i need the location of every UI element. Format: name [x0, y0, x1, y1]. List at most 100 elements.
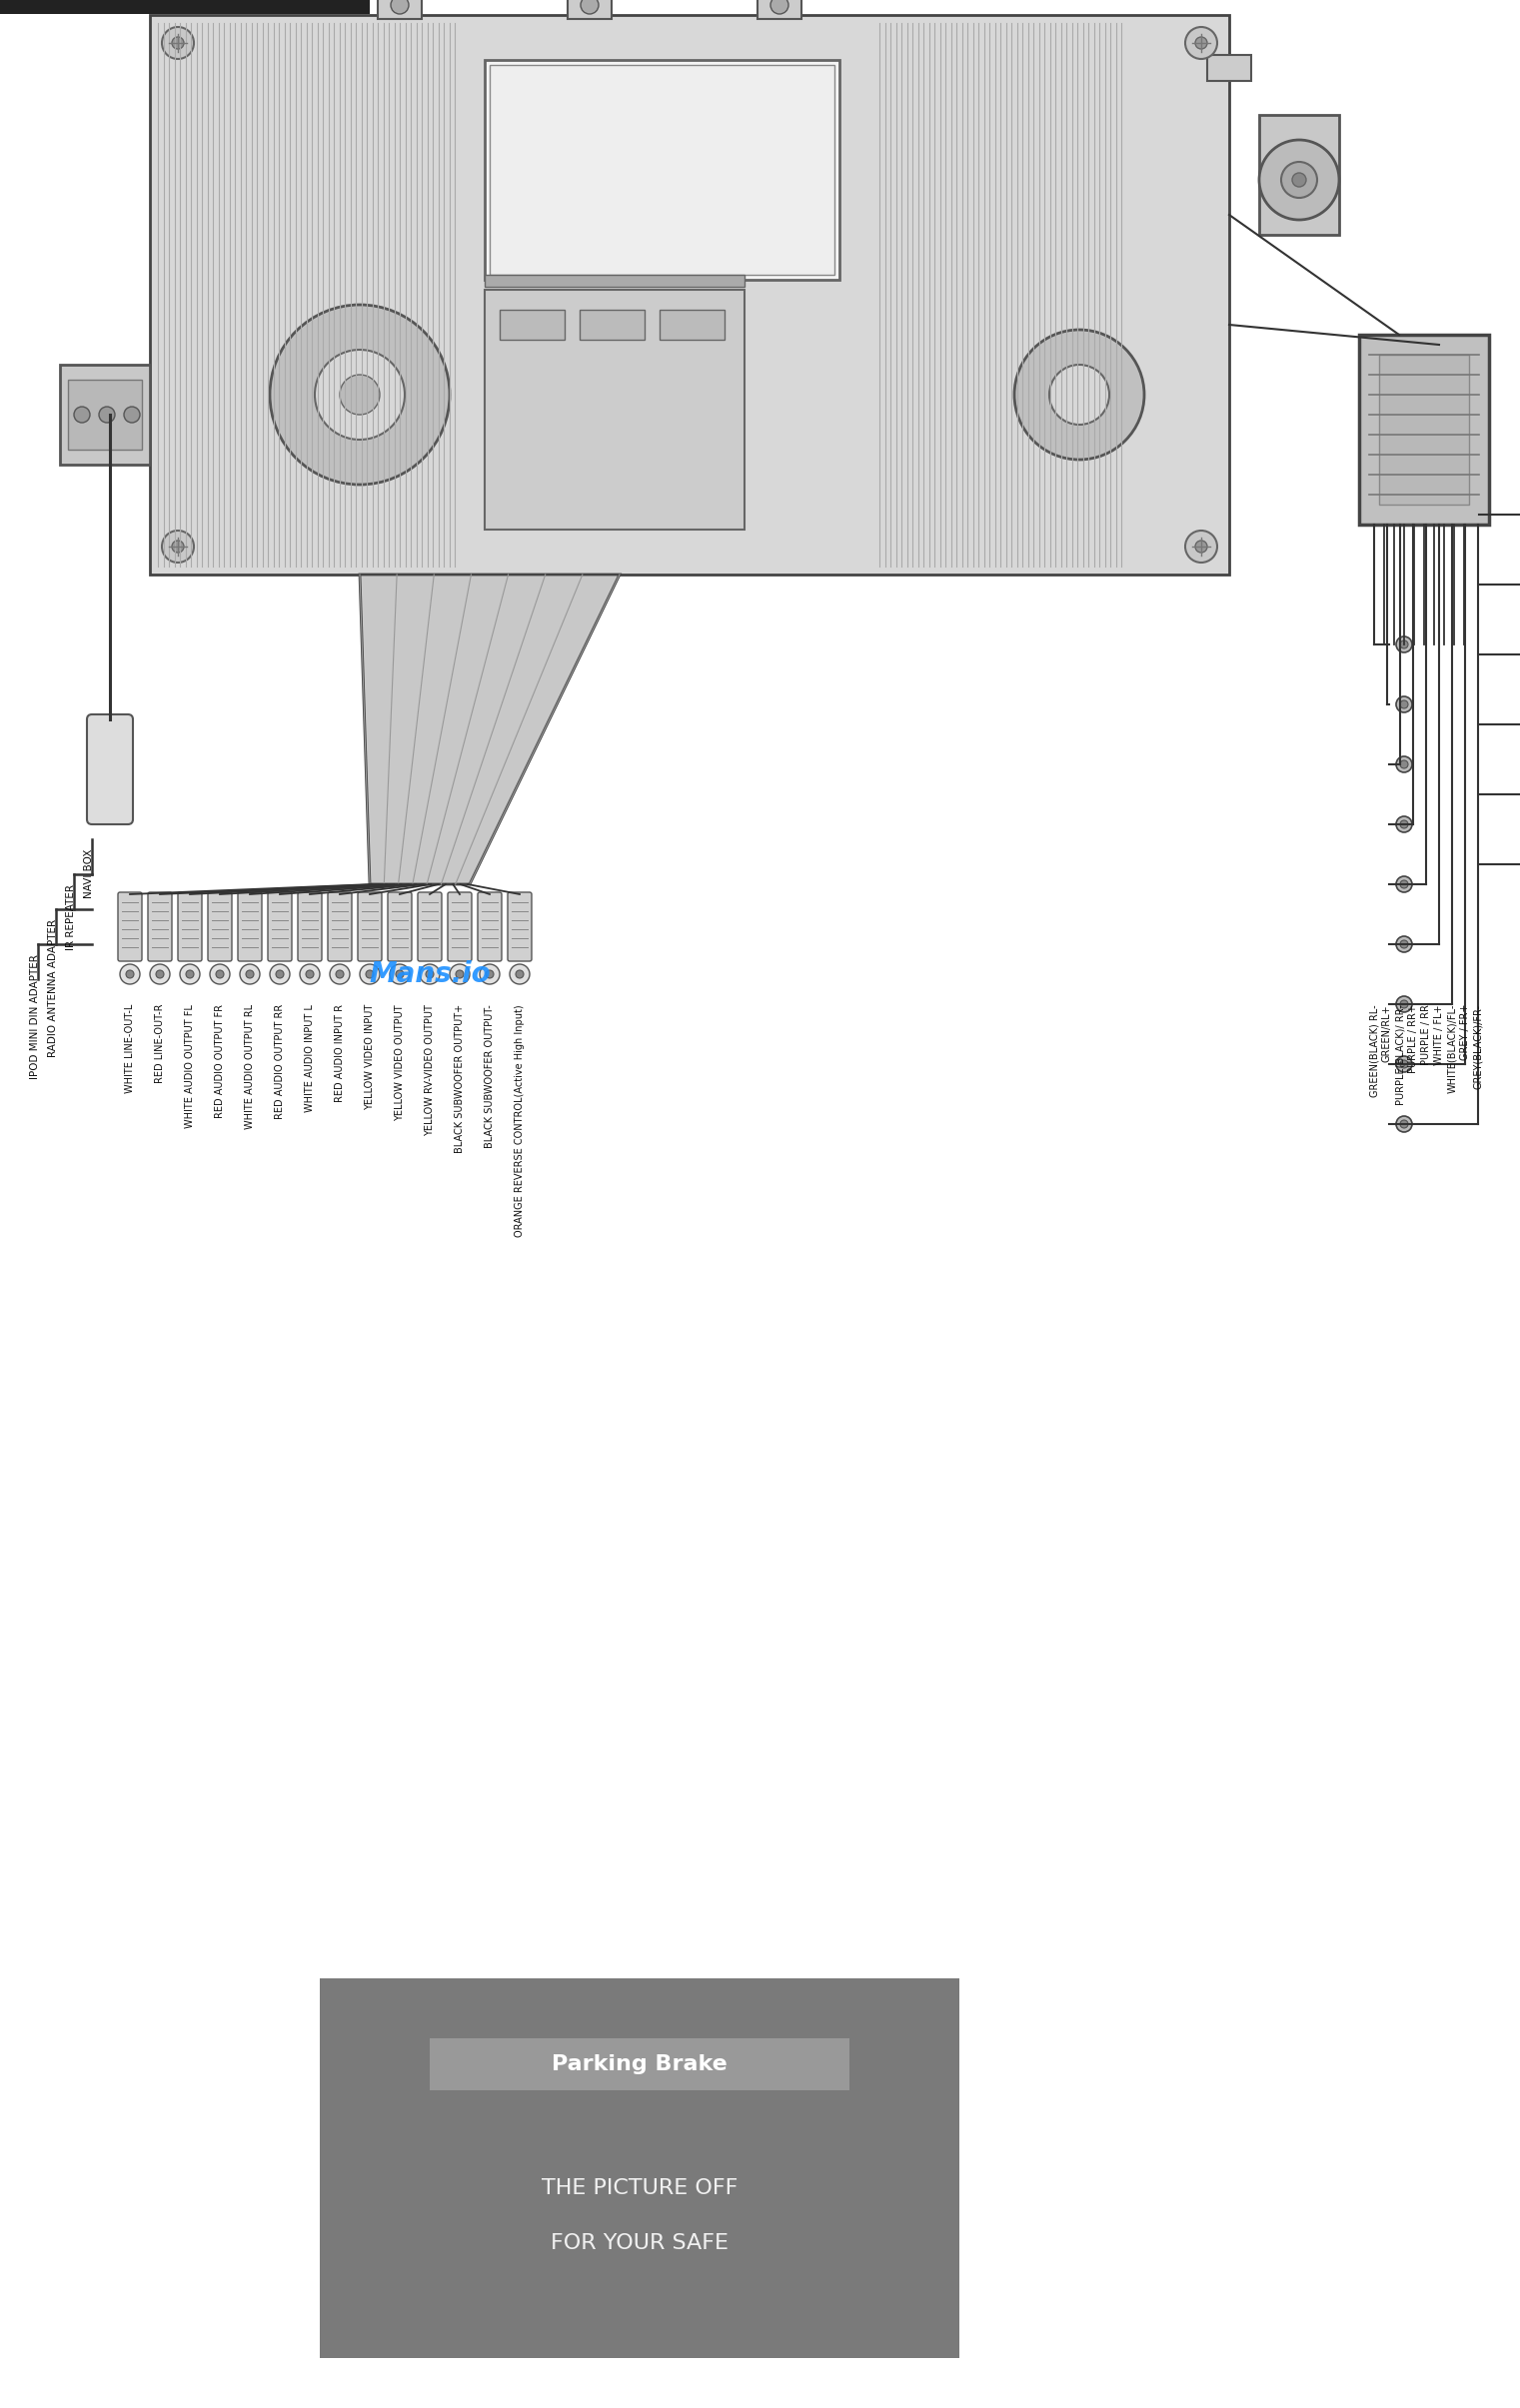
- Text: RED AUDIO INPUT R: RED AUDIO INPUT R: [334, 1004, 345, 1103]
- Text: Parking Brake: Parking Brake: [552, 2054, 728, 2073]
- Circle shape: [330, 963, 350, 985]
- Bar: [0, 0, 369, 14]
- Circle shape: [271, 963, 290, 985]
- Circle shape: [172, 36, 184, 48]
- Circle shape: [1400, 641, 1408, 648]
- Circle shape: [1395, 1057, 1412, 1072]
- Text: GREY(BLACK)/FR-: GREY(BLACK)/FR-: [1473, 1004, 1484, 1088]
- Circle shape: [1292, 173, 1306, 188]
- Circle shape: [1395, 1115, 1412, 1132]
- Circle shape: [389, 963, 410, 985]
- Circle shape: [515, 970, 524, 978]
- FancyBboxPatch shape: [328, 893, 351, 961]
- Circle shape: [1186, 530, 1218, 563]
- FancyBboxPatch shape: [119, 893, 141, 961]
- Text: WHITE / FL+: WHITE / FL+: [1433, 1004, 1444, 1064]
- FancyBboxPatch shape: [477, 893, 502, 961]
- Text: YELLOW RV-VIDEO OUTPUT: YELLOW RV-VIDEO OUTPUT: [424, 1004, 435, 1137]
- Circle shape: [1014, 330, 1145, 460]
- Bar: [1359, 335, 1490, 525]
- Circle shape: [1395, 997, 1412, 1011]
- FancyBboxPatch shape: [178, 893, 202, 961]
- Bar: [485, 289, 745, 530]
- Circle shape: [172, 539, 184, 551]
- Text: RED LINE-OUT-R: RED LINE-OUT-R: [155, 1004, 164, 1084]
- Circle shape: [1186, 26, 1218, 58]
- Circle shape: [360, 963, 380, 985]
- Circle shape: [315, 349, 404, 441]
- Circle shape: [391, 0, 409, 14]
- Text: WHITE AUDIO INPUT L: WHITE AUDIO INPUT L: [306, 1004, 315, 1112]
- FancyBboxPatch shape: [298, 893, 322, 961]
- Circle shape: [216, 970, 223, 978]
- Circle shape: [340, 376, 380, 414]
- Text: GREY / FR+: GREY / FR+: [1461, 1004, 1470, 1060]
- Circle shape: [1395, 937, 1412, 951]
- Circle shape: [157, 970, 164, 978]
- Text: RED AUDIO OUTPUT RR: RED AUDIO OUTPUT RR: [275, 1004, 284, 1120]
- Bar: [485, 275, 745, 287]
- Circle shape: [450, 963, 470, 985]
- Circle shape: [163, 530, 195, 563]
- Circle shape: [1400, 939, 1408, 949]
- FancyBboxPatch shape: [508, 893, 532, 961]
- FancyBboxPatch shape: [147, 893, 172, 961]
- Circle shape: [1395, 816, 1412, 833]
- Circle shape: [150, 963, 170, 985]
- Bar: [567, 0, 611, 19]
- Circle shape: [426, 970, 433, 978]
- Bar: [378, 0, 421, 19]
- Text: RED AUDIO OUTPUT FR: RED AUDIO OUTPUT FR: [214, 1004, 225, 1117]
- Circle shape: [1395, 636, 1412, 653]
- FancyBboxPatch shape: [357, 893, 382, 961]
- Text: YELLOW VIDEO INPUT: YELLOW VIDEO INPUT: [365, 1004, 375, 1110]
- Text: ORANGE REVERSE CONTROL(Active High Input): ORANGE REVERSE CONTROL(Active High Input…: [515, 1004, 524, 1238]
- Bar: [500, 311, 564, 340]
- Text: NAVI BOX: NAVI BOX: [84, 850, 94, 898]
- FancyBboxPatch shape: [388, 893, 412, 961]
- Circle shape: [299, 963, 319, 985]
- Text: YELLOW VIDEO OUTPUT: YELLOW VIDEO OUTPUT: [395, 1004, 404, 1120]
- Text: WHITE AUDIO OUTPUT RL: WHITE AUDIO OUTPUT RL: [245, 1004, 255, 1129]
- Bar: [660, 311, 725, 340]
- Text: WHITE LINE-OUT-L: WHITE LINE-OUT-L: [125, 1004, 135, 1093]
- Text: PURPLE / RR+: PURPLE / RR+: [1408, 1004, 1418, 1074]
- Text: WHITE AUDIO OUTPUT FL: WHITE AUDIO OUTPUT FL: [185, 1004, 195, 1127]
- Circle shape: [271, 306, 450, 484]
- Circle shape: [74, 407, 90, 424]
- Circle shape: [1049, 364, 1110, 424]
- FancyBboxPatch shape: [87, 715, 132, 824]
- Circle shape: [1395, 877, 1412, 893]
- Text: FOR YOUR SAFE: FOR YOUR SAFE: [550, 2232, 728, 2254]
- FancyBboxPatch shape: [418, 893, 442, 961]
- Circle shape: [1281, 161, 1318, 197]
- Circle shape: [240, 963, 260, 985]
- Circle shape: [275, 970, 284, 978]
- Circle shape: [1195, 36, 1207, 48]
- Polygon shape: [360, 576, 620, 884]
- Text: RADIO ANTENNA ADAPTER: RADIO ANTENNA ADAPTER: [49, 920, 58, 1057]
- Circle shape: [1400, 701, 1408, 708]
- Circle shape: [1395, 756, 1412, 773]
- Circle shape: [246, 970, 254, 978]
- Circle shape: [1400, 1060, 1408, 1069]
- Bar: [1379, 354, 1468, 506]
- Circle shape: [1400, 999, 1408, 1009]
- Text: Mans.io: Mans.io: [369, 961, 491, 987]
- Circle shape: [395, 970, 404, 978]
- Circle shape: [581, 0, 599, 14]
- Bar: [59, 364, 150, 465]
- Text: THE PICTURE OFF: THE PICTURE OFF: [541, 2179, 737, 2199]
- Circle shape: [210, 963, 230, 985]
- Circle shape: [1195, 539, 1207, 551]
- Circle shape: [336, 970, 344, 978]
- Circle shape: [1395, 696, 1412, 713]
- Circle shape: [1400, 761, 1408, 768]
- Bar: [68, 380, 141, 450]
- Circle shape: [486, 970, 494, 978]
- Circle shape: [480, 963, 500, 985]
- Circle shape: [1400, 1120, 1408, 1127]
- Bar: [489, 65, 834, 275]
- Circle shape: [126, 970, 134, 978]
- Circle shape: [456, 970, 464, 978]
